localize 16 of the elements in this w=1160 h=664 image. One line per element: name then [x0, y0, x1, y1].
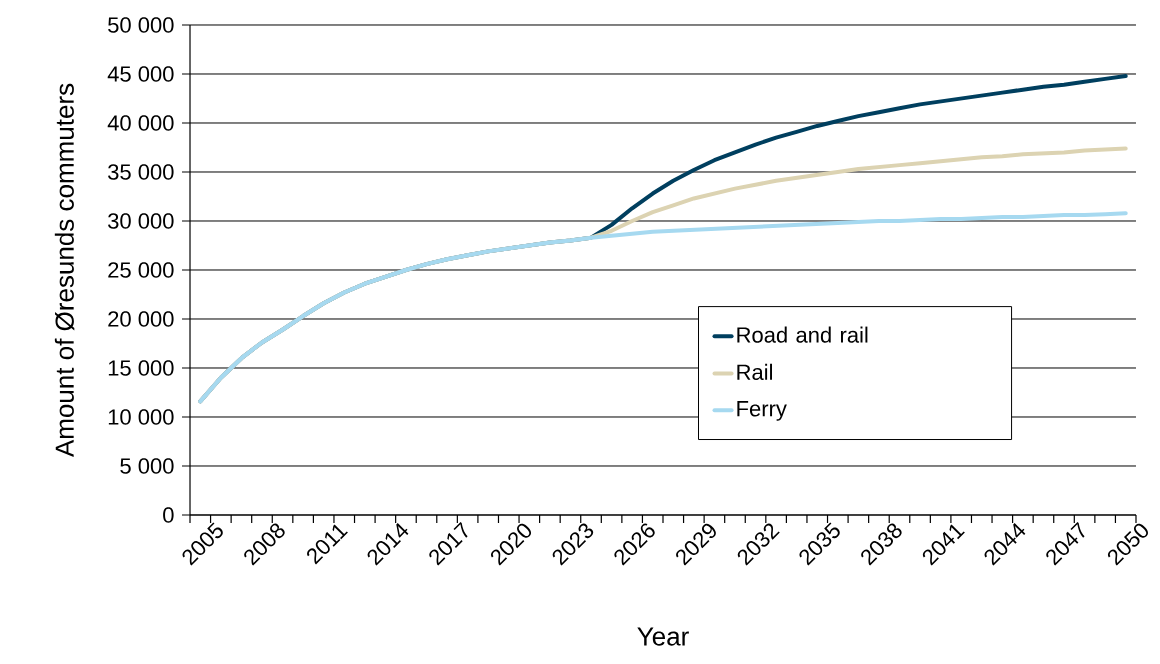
y-tick-label: 35 000: [108, 164, 174, 180]
y-tick-label: 30 000: [108, 213, 174, 229]
y-tick-label: 0: [163, 507, 174, 523]
y-tick-label: 10 000: [108, 409, 174, 425]
y-tick-label: 40 000: [107, 115, 174, 131]
y-tick-label: 15 000: [108, 360, 174, 376]
y-tick-label: 45 000: [107, 66, 174, 82]
legend-label: Rail: [737, 363, 772, 380]
y-tick-label: 20 000: [108, 311, 174, 327]
y-tick-label: 25 000: [108, 262, 174, 278]
x-axis-title: Year: [637, 627, 689, 646]
y-tick-label: 50 000: [108, 17, 174, 33]
legend-label: Ferry: [737, 401, 787, 421]
legend-label: Road and rail: [737, 326, 868, 343]
y-tick-label: 5 000: [120, 458, 174, 474]
y-axis-title: Amount of Øresunds commuters: [54, 83, 75, 458]
